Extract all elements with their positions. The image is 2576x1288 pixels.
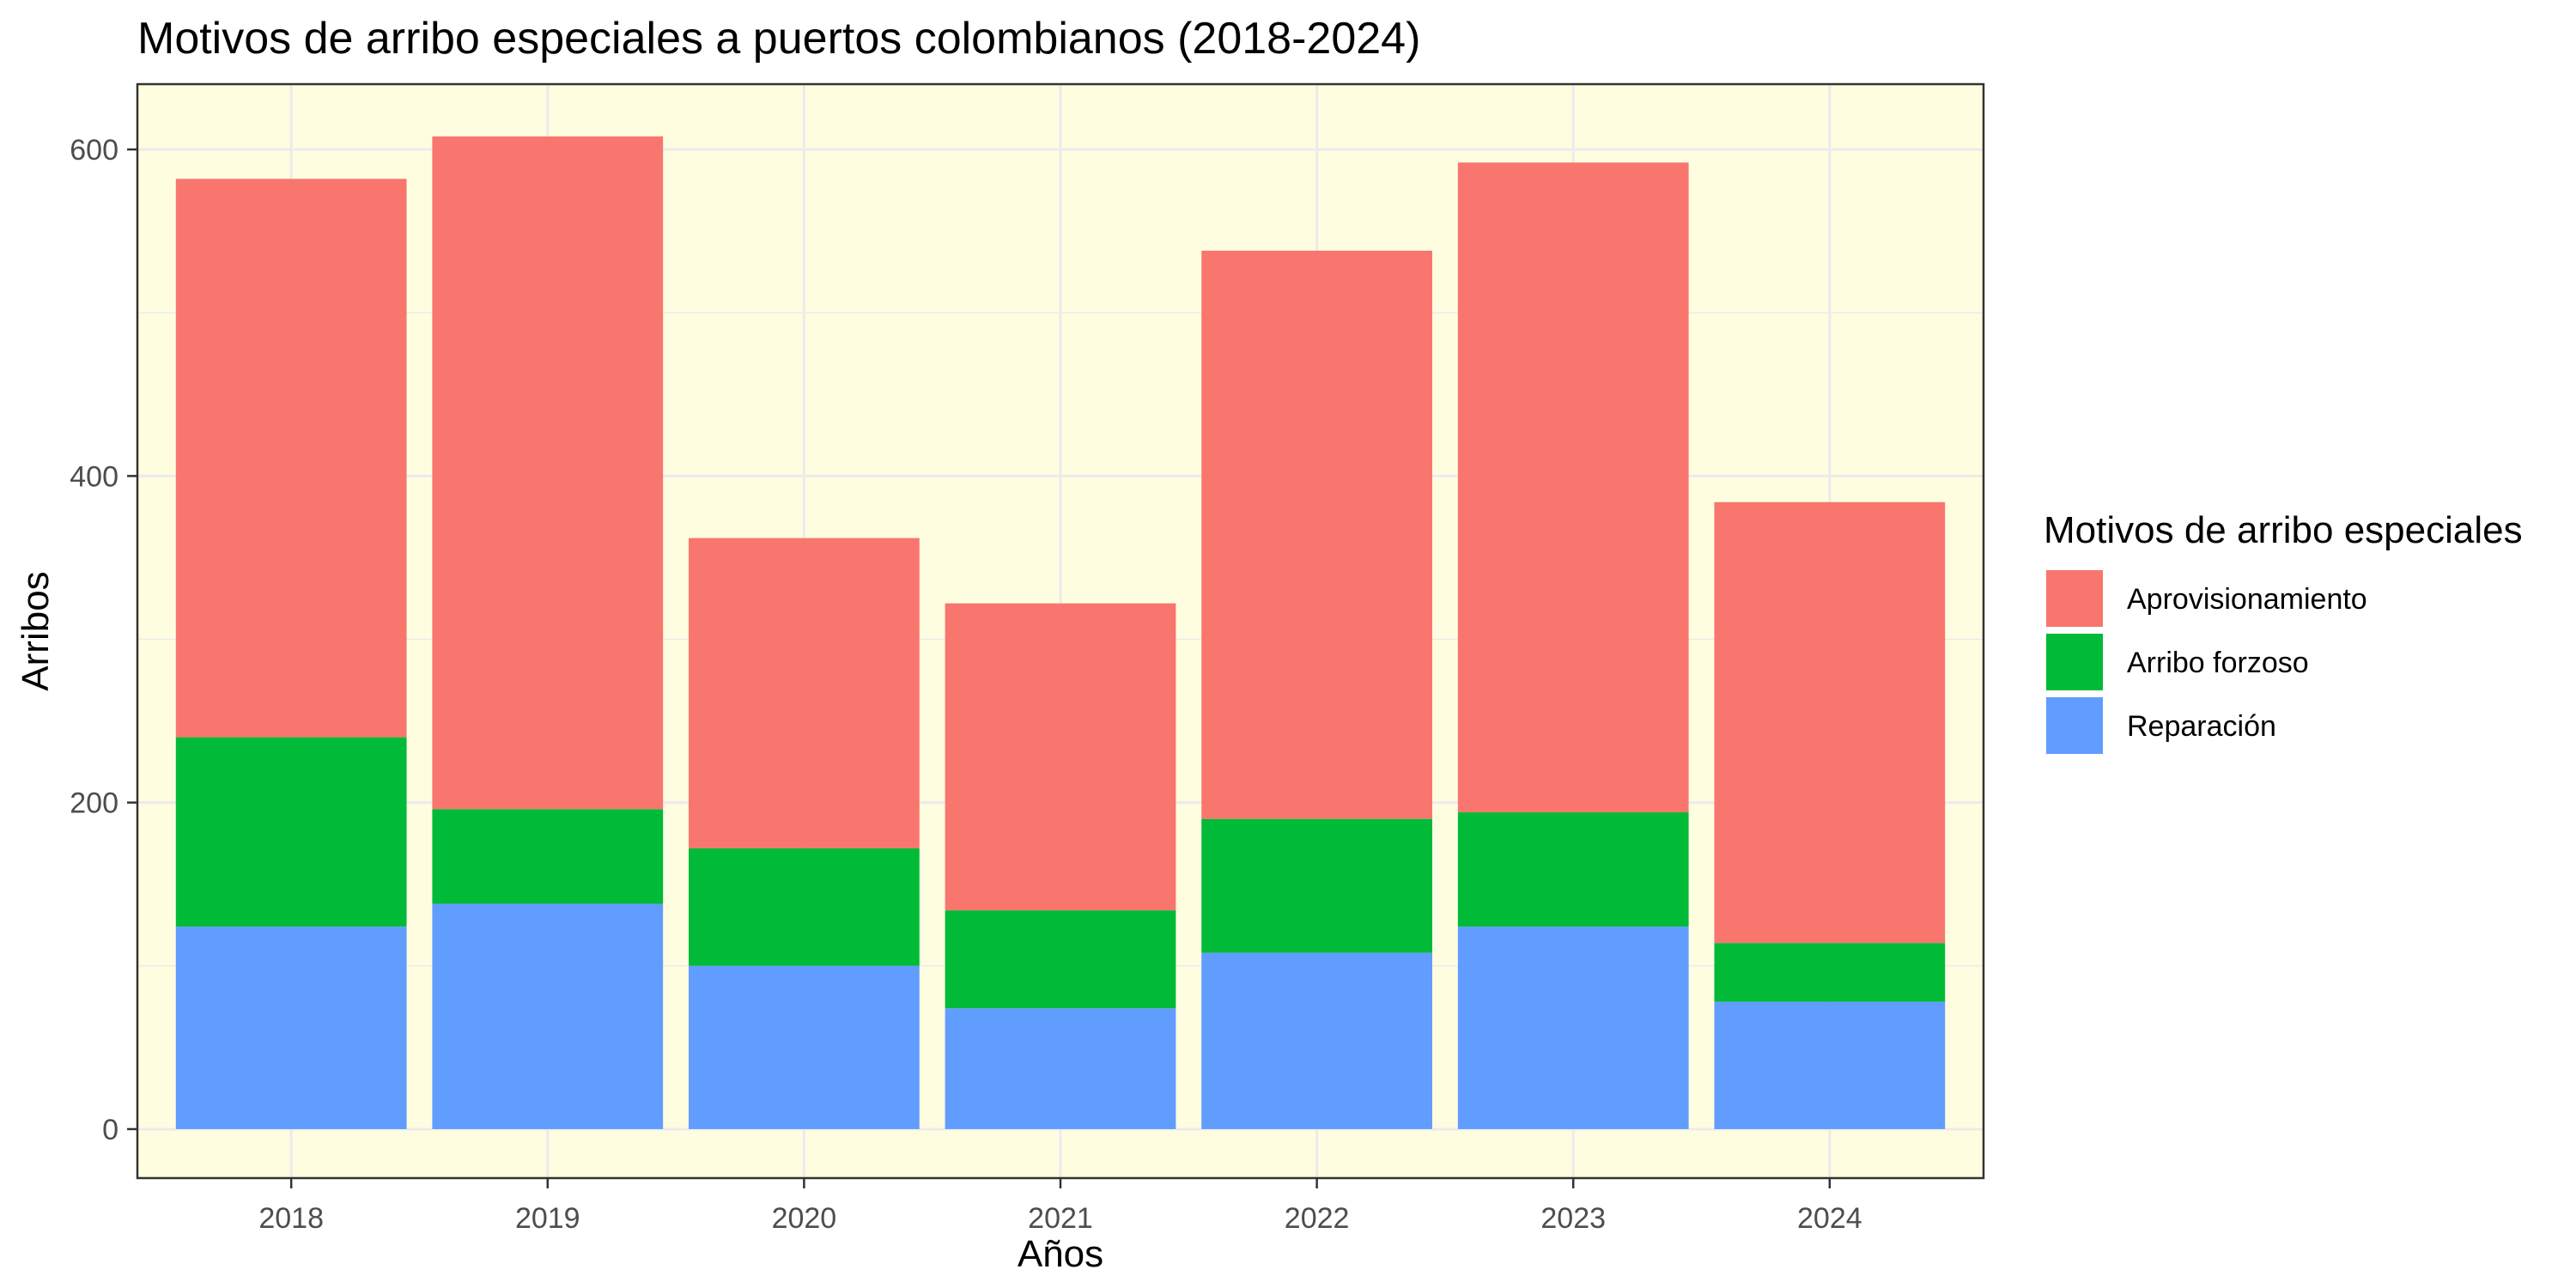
bar-arribo-forzoso-2019 <box>432 809 664 904</box>
x-tick-label: 2020 <box>772 1202 837 1235</box>
bar-reparacion-2018 <box>175 927 407 1129</box>
bar-arribo-forzoso-2020 <box>689 848 920 966</box>
bar-arribo-forzoso-2018 <box>175 737 407 927</box>
legend-label: Reparación <box>2127 710 2276 743</box>
bar-reparacion-2024 <box>1714 1001 1946 1129</box>
x-tick-label: 2021 <box>1028 1202 1093 1235</box>
x-tick-label: 2023 <box>1540 1202 1606 1235</box>
bar-reparacion-2020 <box>689 965 920 1129</box>
y-tick-label: 0 <box>102 1114 118 1146</box>
x-tick-label: 2022 <box>1285 1202 1350 1235</box>
bar-arribo-forzoso-2024 <box>1714 943 1946 1002</box>
chart-title: Motivos de arribo especiales a puertos c… <box>137 14 1420 64</box>
bar-reparacion-2023 <box>1457 927 1689 1129</box>
bar-aprovisionamiento-2021 <box>945 603 1176 911</box>
bar-reparacion-2021 <box>945 1008 1176 1129</box>
legend-key <box>2046 697 2103 754</box>
bars <box>175 136 1946 1129</box>
legend-label: Arribo forzoso <box>2127 647 2309 679</box>
legend-key <box>2046 570 2103 627</box>
bar-aprovisionamiento-2024 <box>1714 501 1946 944</box>
x-axis: 2018 2019 2020 2021 2022 2023 2024 <box>258 1178 1862 1235</box>
y-tick-label: 200 <box>70 787 118 820</box>
y-tick-label: 400 <box>70 460 118 493</box>
x-tick-label: 2018 <box>258 1202 324 1235</box>
bar-arribo-forzoso-2022 <box>1201 818 1432 953</box>
bar-arribo-forzoso-2021 <box>945 910 1176 1009</box>
bar-aprovisionamiento-2020 <box>689 538 920 848</box>
bar-reparacion-2022 <box>1201 952 1432 1129</box>
legend: Motivos de arribo especiales Aprovisiona… <box>2044 509 2523 754</box>
bar-aprovisionamiento-2018 <box>175 179 407 738</box>
y-axis-title: Arribos <box>15 571 57 690</box>
x-tick-label: 2024 <box>1797 1202 1862 1235</box>
bar-arribo-forzoso-2023 <box>1457 812 1689 927</box>
bar-reparacion-2019 <box>432 903 664 1129</box>
y-tick-label: 600 <box>70 134 118 167</box>
legend-key <box>2046 634 2103 690</box>
bar-aprovisionamiento-2023 <box>1457 162 1689 813</box>
legend-label: Aprovisionamiento <box>2127 583 2367 616</box>
y-axis: 0 200 400 600 <box>70 134 137 1146</box>
bar-aprovisionamiento-2022 <box>1201 250 1432 819</box>
bar-aprovisionamiento-2019 <box>432 136 664 810</box>
x-axis-title: Años <box>1018 1233 1103 1275</box>
legend-title: Motivos de arribo especiales <box>2044 509 2523 551</box>
x-tick-label: 2019 <box>515 1202 580 1235</box>
